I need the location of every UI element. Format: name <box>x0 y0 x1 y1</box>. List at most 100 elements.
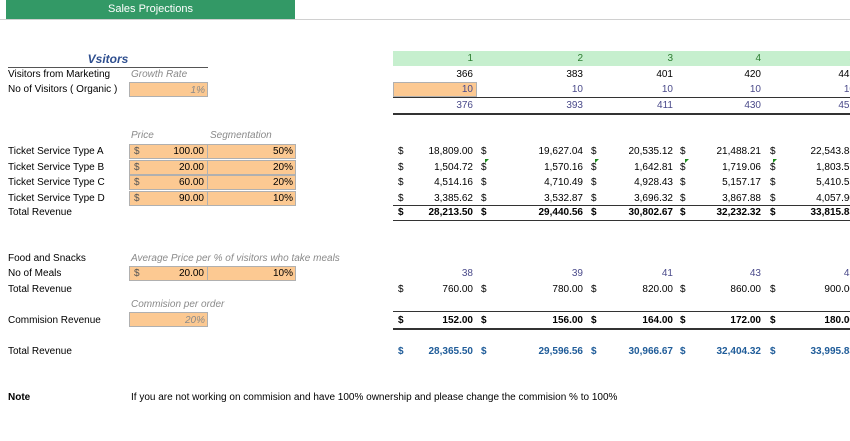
ticket-segmentation-input[interactable]: 10% <box>207 190 296 206</box>
visitors-organic-cell-5: 10 <box>843 84 850 95</box>
ticket-revenue-cell-1: 4,514.16 <box>434 177 473 188</box>
food-revenue-cell-2: 780.00 <box>552 284 583 295</box>
currency-symbol: $ <box>591 346 597 357</box>
currency-symbol: $ <box>680 161 686 173</box>
organic-visitors-input[interactable] <box>393 82 477 97</box>
ticket-price-input[interactable]: $90.00 <box>129 190 208 206</box>
ticket-revenue-cell-3: 3,696.32 <box>634 192 673 204</box>
ticket-revenue-cell-5: 1,803.51 <box>816 161 850 173</box>
ticket-revenue-cell-2: 4,710.49 <box>544 177 583 188</box>
currency-symbol: $ <box>481 146 487 157</box>
currency-symbol: $ <box>134 192 140 204</box>
currency-symbol: $ <box>481 177 487 188</box>
currency-symbol: $ <box>770 177 776 188</box>
grand-total-cell-3: 30,966.67 <box>628 346 674 357</box>
visitors-total-cell-2: 393 <box>566 100 583 111</box>
currency-symbol: $ <box>481 207 487 218</box>
note-label: Note <box>8 392 31 403</box>
label-grand-total: Total Revenue <box>8 346 72 357</box>
visitors-total-cell-3: 411 <box>657 100 673 111</box>
visitors-organic-cell-4: 10 <box>749 84 761 95</box>
period-header-2: 2 <box>577 53 583 64</box>
currency-symbol: $ <box>591 192 597 204</box>
label-food: Food and Snacks <box>8 253 86 264</box>
food-revenue-cell-1: 760.00 <box>442 284 473 295</box>
visitors-marketing-cell-4: 420 <box>744 69 761 80</box>
ticket-revenue-cell-3: 20,535.12 <box>628 146 674 157</box>
ticket-revenue-cell-1: 1,504.72 <box>434 161 473 173</box>
divider <box>393 311 850 312</box>
divider <box>393 113 850 115</box>
meal-price-input[interactable]: $ 20.00 <box>129 266 208 281</box>
period-header-4: 4 <box>755 53 761 64</box>
label-growth-rate: Growth Rate <box>131 69 188 80</box>
currency-symbol: $ <box>481 315 487 326</box>
comment-indicator-icon <box>595 158 599 163</box>
divider <box>393 328 850 330</box>
ticket-segmentation-input[interactable]: 50% <box>207 144 296 159</box>
currency-symbol: $ <box>591 284 597 295</box>
commission-cell-5: 180.00 <box>824 315 850 326</box>
label-segmentation: Segmentation <box>210 130 272 141</box>
visitors-marketing-cell-5: 441 <box>838 69 850 80</box>
label-visitors-organic: No of Visitors ( Organic ) <box>8 84 118 95</box>
ticket-label: Ticket Service Type D <box>8 192 105 204</box>
grand-total-cell-5: 33,995.83 <box>810 346 850 357</box>
title-divider <box>0 19 850 20</box>
visitors-organic-cell-3: 10 <box>661 84 673 95</box>
currency-symbol: $ <box>770 161 776 173</box>
ticket-revenue-cell-1: 18,809.00 <box>428 146 474 157</box>
meals-cell-1: 38 <box>461 268 473 279</box>
currency-symbol: $ <box>770 284 776 295</box>
currency-symbol: $ <box>680 315 686 326</box>
currency-symbol: $ <box>591 315 597 326</box>
commission-rate-input[interactable]: 20% <box>129 312 208 327</box>
currency-symbol: $ <box>398 315 404 326</box>
currency-symbol: $ <box>398 161 404 173</box>
ticket-revenue-cell-2: 3,532.87 <box>544 192 583 204</box>
currency-symbol: $ <box>481 192 487 204</box>
ticket-total-cell-3: 30,802.67 <box>628 207 674 218</box>
currency-symbol: $ <box>481 161 487 173</box>
ticket-revenue-cell-2: 1,570.16 <box>544 161 583 173</box>
ticket-segmentation-input[interactable]: 20% <box>207 159 296 175</box>
currency-symbol: $ <box>770 315 776 326</box>
meal-pct-input[interactable]: 10% <box>207 266 296 281</box>
visitors-organic-cell-2: 10 <box>571 84 583 95</box>
visitors-marketing-cell-1: 366 <box>456 69 473 80</box>
currency-symbol: $ <box>134 161 140 173</box>
currency-symbol: $ <box>398 207 404 218</box>
ticket-label: Ticket Service Type C <box>8 177 105 188</box>
divider <box>393 97 850 98</box>
currency-symbol: $ <box>134 177 140 188</box>
currency-symbol: $ <box>680 177 686 188</box>
currency-symbol: $ <box>770 346 776 357</box>
currency-symbol: $ <box>680 207 686 218</box>
commission-cell-4: 172.00 <box>730 315 761 326</box>
ticket-price-input[interactable]: $20.00 <box>129 159 208 175</box>
ticket-segmentation-input[interactable]: 20% <box>207 175 296 190</box>
currency-symbol: $ <box>680 284 686 295</box>
growth-rate-input[interactable]: 1% <box>129 82 208 97</box>
commission-cell-2: 156.00 <box>552 315 583 326</box>
currency-symbol: $ <box>770 192 776 204</box>
currency-symbol: $ <box>680 346 686 357</box>
currency-symbol: $ <box>680 146 686 157</box>
ticket-price-input[interactable]: $100.00 <box>129 144 208 159</box>
divider <box>393 220 850 221</box>
currency-symbol: $ <box>591 146 597 157</box>
meals-cell-2: 39 <box>571 268 583 279</box>
ticket-price-value: 20.00 <box>178 161 204 173</box>
currency-symbol: $ <box>591 207 597 218</box>
ticket-revenue-cell-1: 3,385.62 <box>434 192 473 204</box>
ticket-total-cell-4: 32,232.32 <box>716 207 762 218</box>
visitors-total-cell-1: 376 <box>456 100 473 111</box>
divider <box>393 205 850 206</box>
currency-symbol: $ <box>398 346 404 357</box>
currency-symbol: $ <box>770 207 776 218</box>
ticket-price-input[interactable]: $60.00 <box>129 175 208 190</box>
ticket-price-value: 60.00 <box>178 177 204 188</box>
label-meals: No of Meals <box>8 268 62 279</box>
visitors-marketing-cell-3: 401 <box>656 69 673 80</box>
visitors-marketing-cell-2: 383 <box>566 69 583 80</box>
